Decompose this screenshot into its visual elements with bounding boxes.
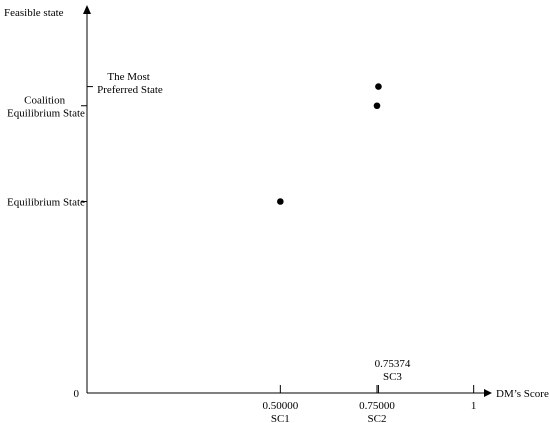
point bbox=[375, 83, 382, 90]
x-tick-label: 0.75374 bbox=[375, 358, 411, 370]
y-axis-title: Feasible state bbox=[4, 7, 64, 19]
y-tick-label: The Most Preferred State bbox=[97, 71, 163, 96]
point-label: SC2 bbox=[368, 413, 387, 423]
point-label: SC3 bbox=[383, 371, 402, 383]
x-arrow bbox=[484, 389, 492, 397]
x-axis-title: DM’s Score bbox=[496, 388, 549, 400]
x-tick-label: 0.75000 bbox=[359, 400, 395, 412]
x-tick-label: 1 bbox=[471, 400, 477, 412]
point bbox=[277, 198, 284, 205]
y-tick-label: Coalition Equilibrium State bbox=[7, 94, 85, 119]
y-arrow bbox=[83, 5, 91, 14]
y-tick-label: 0 bbox=[74, 388, 80, 400]
x-tick-label: 0.50000 bbox=[262, 400, 298, 412]
point-label: SC1 bbox=[271, 413, 290, 423]
point bbox=[373, 102, 381, 110]
y-tick-label: Equilibrium State bbox=[7, 197, 85, 209]
